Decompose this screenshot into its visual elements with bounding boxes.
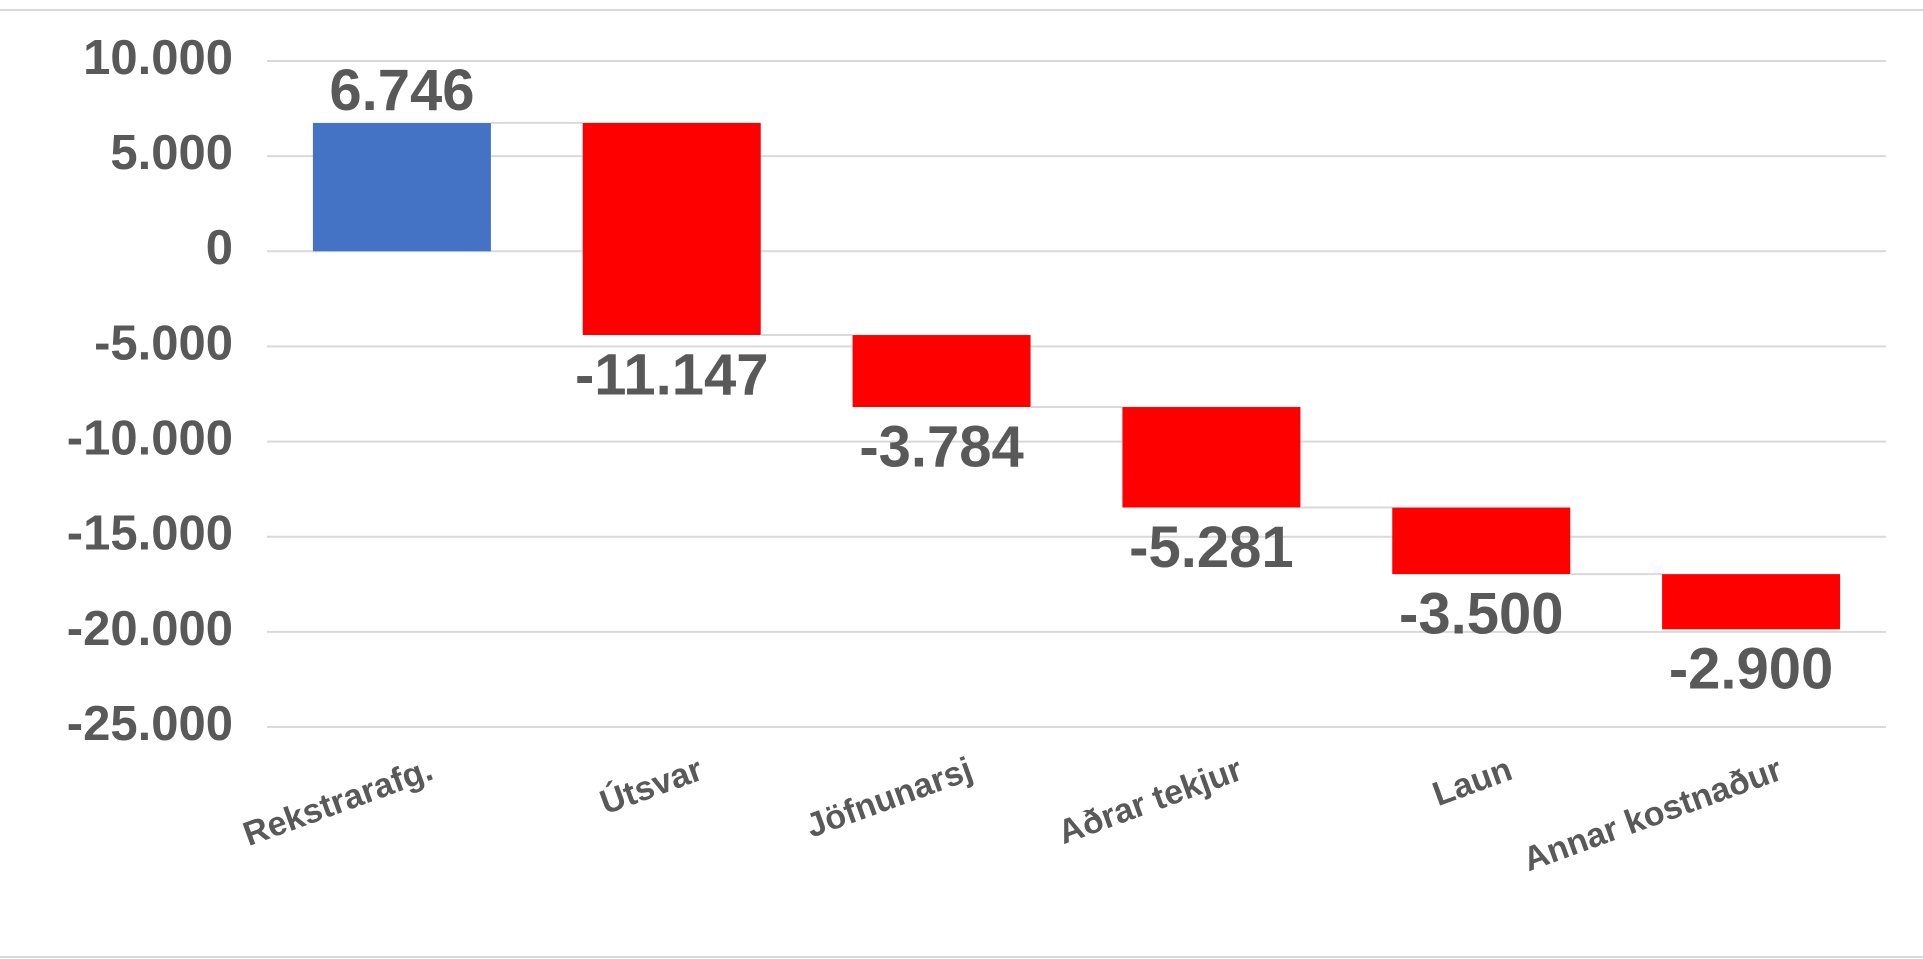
y-tick-label: 0 <box>206 221 233 275</box>
bar <box>852 335 1031 408</box>
x-tick-label: Jöfnunarsj <box>801 750 977 845</box>
bar <box>1122 407 1301 508</box>
data-label: 6.746 <box>329 58 474 123</box>
x-tick-label: Annar kostnaður <box>1518 750 1787 879</box>
data-label: -2.900 <box>1669 637 1833 702</box>
bar <box>582 122 761 336</box>
data-label: -3.500 <box>1399 581 1563 646</box>
y-tick-label: -25.000 <box>67 697 233 751</box>
y-tick-label: 5.000 <box>110 126 233 180</box>
bar <box>1662 574 1841 630</box>
data-label: -5.281 <box>1129 515 1293 580</box>
bar <box>1392 507 1571 575</box>
x-tick-label: Rekstrarafg. <box>238 750 437 854</box>
x-tick-label: Útsvar <box>595 750 707 822</box>
x-tick-label: Laun <box>1428 750 1517 813</box>
data-label: -11.147 <box>575 342 769 407</box>
y-tick-label: -5.000 <box>94 316 233 370</box>
bar <box>312 122 491 252</box>
y-tick-label: -20.000 <box>67 602 233 656</box>
y-tick-label: -10.000 <box>67 412 233 466</box>
y-tick-label: -15.000 <box>67 507 233 561</box>
data-label: -3.784 <box>859 414 1023 479</box>
x-tick-label: Aðrar tekjur <box>1053 750 1247 852</box>
y-tick-label: 10.000 <box>83 31 233 85</box>
